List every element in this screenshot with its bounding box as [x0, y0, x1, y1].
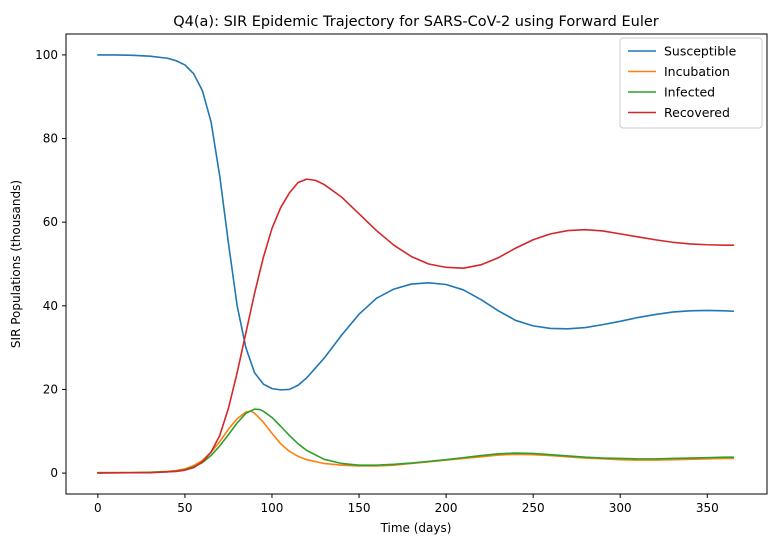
y-axis-label: SIR Populations (thousands) [9, 180, 23, 348]
x-tick-label: 250 [522, 501, 545, 515]
x-axis: 0 50 100 150 200 250 300 350 [94, 494, 719, 515]
legend-label-recovered: Recovered [664, 105, 730, 120]
y-axis: 0 20 40 60 80 100 [35, 48, 66, 480]
x-tick-label: 50 [177, 501, 192, 515]
chart-title: Q4(a): SIR Epidemic Trajectory for SARS-… [173, 14, 659, 30]
x-tick-label: 300 [609, 501, 632, 515]
legend-label-susceptible: Susceptible [664, 44, 737, 59]
series-line-recovered [97, 178, 735, 474]
x-tick-label: 150 [348, 501, 371, 515]
x-tick-label: 200 [435, 501, 458, 515]
series-layer [97, 54, 735, 474]
legend-label-incubation: Incubation [664, 64, 730, 79]
y-tick-label: 20 [43, 382, 58, 396]
x-tick-label: 0 [94, 501, 102, 515]
y-tick-label: 100 [35, 48, 58, 62]
y-tick-label: 60 [43, 215, 58, 229]
plot-frame [65, 33, 768, 495]
y-tick-label: 80 [43, 132, 58, 146]
legend-box [619, 37, 763, 129]
legend-label-infected: Infected [664, 85, 715, 100]
plot-area [65, 33, 768, 495]
y-tick-label: 0 [50, 466, 58, 480]
x-axis-label: Time (days) [380, 521, 452, 535]
y-tick-label: 40 [43, 299, 58, 313]
series-line-susceptible [97, 54, 735, 391]
series-line-infected [97, 408, 735, 474]
x-tick-label: 350 [696, 501, 719, 515]
x-tick-label: 100 [261, 501, 284, 515]
legend: Susceptible Incubation Infected Recovered [619, 37, 763, 129]
